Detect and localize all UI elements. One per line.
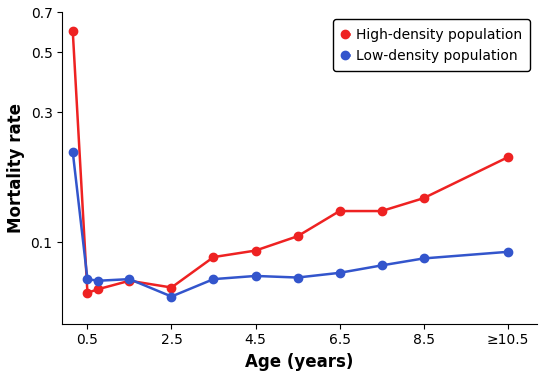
High-density population bbox=[336, 209, 343, 213]
High-density population bbox=[421, 196, 427, 200]
High-density population bbox=[210, 255, 217, 259]
Low-density population bbox=[126, 277, 133, 281]
Line: High-density population: High-density population bbox=[69, 26, 512, 297]
Low-density population bbox=[252, 274, 259, 278]
High-density population bbox=[294, 234, 301, 239]
Y-axis label: Mortality rate: Mortality rate bbox=[7, 103, 25, 233]
Legend: High-density population, Low-density population: High-density population, Low-density pop… bbox=[333, 19, 530, 71]
Low-density population bbox=[504, 249, 511, 254]
Low-density population bbox=[294, 275, 301, 280]
Low-density population bbox=[421, 256, 427, 261]
High-density population bbox=[504, 155, 511, 160]
High-density population bbox=[95, 287, 101, 291]
High-density population bbox=[252, 248, 259, 253]
Low-density population bbox=[84, 277, 91, 281]
Line: Low-density population: Low-density population bbox=[69, 147, 512, 301]
Low-density population bbox=[168, 294, 175, 299]
High-density population bbox=[84, 291, 91, 295]
Low-density population bbox=[336, 271, 343, 275]
High-density population bbox=[126, 279, 133, 283]
Low-density population bbox=[70, 149, 76, 154]
High-density population bbox=[168, 285, 175, 290]
High-density population bbox=[70, 28, 76, 33]
Low-density population bbox=[210, 277, 217, 281]
High-density population bbox=[378, 209, 385, 213]
X-axis label: Age (years): Age (years) bbox=[245, 353, 354, 371]
Low-density population bbox=[95, 279, 101, 283]
Low-density population bbox=[378, 263, 385, 268]
